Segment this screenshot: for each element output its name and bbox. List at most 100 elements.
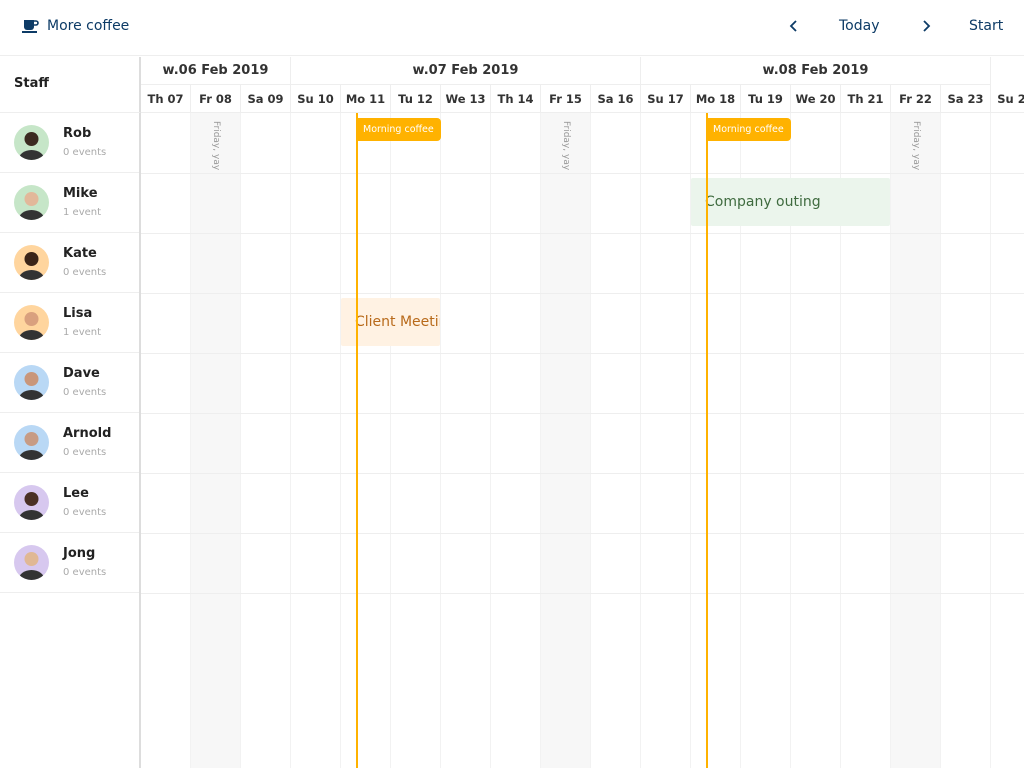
day-header: Mo 18 xyxy=(691,85,741,113)
day-header: We 20 xyxy=(791,85,841,113)
day-column[interactable] xyxy=(291,113,341,768)
day-header: Th 21 xyxy=(841,85,891,113)
row-divider xyxy=(141,593,1024,594)
row-divider xyxy=(141,293,1024,294)
day-column[interactable] xyxy=(491,113,541,768)
toolbar: More coffee Today Start xyxy=(0,0,1024,56)
staff-row[interactable]: Dave 0 events xyxy=(0,353,139,413)
row-divider xyxy=(141,413,1024,414)
start-button[interactable]: Start xyxy=(969,18,1004,34)
staff-event-count: 1 event xyxy=(63,207,102,218)
staff-name: Arnold xyxy=(63,426,112,441)
staff-row[interactable]: Mike 1 event xyxy=(0,173,139,233)
friday-label: Friday, yay xyxy=(211,121,221,171)
avatar xyxy=(14,185,49,220)
prev-button[interactable] xyxy=(789,18,799,38)
day-column[interactable] xyxy=(691,113,741,768)
event-morning-coffee[interactable]: Morning coffee xyxy=(357,118,441,141)
day-column[interactable] xyxy=(791,113,841,768)
day-column[interactable] xyxy=(741,113,791,768)
staff-row[interactable]: Arnold 0 events xyxy=(0,413,139,473)
staff-name: Lisa xyxy=(63,306,93,321)
staff-event-count: 0 events xyxy=(63,567,107,578)
staff-event-count: 0 events xyxy=(63,507,107,518)
staff-row[interactable]: Lee 0 events xyxy=(0,473,139,533)
staff-list: Rob 0 events Mike 1 event Kate 0 events … xyxy=(0,113,141,768)
day-header: Fr 08 xyxy=(191,85,241,113)
staff-row[interactable]: Lisa 1 event xyxy=(0,293,139,353)
day-header: Fr 15 xyxy=(541,85,591,113)
row-divider xyxy=(141,173,1024,174)
week-header: w.06 Feb 2019 xyxy=(141,57,291,85)
staff-row[interactable]: Jong 0 events xyxy=(0,533,139,593)
avatar xyxy=(14,425,49,460)
day-header: Sa 16 xyxy=(591,85,641,113)
week-header: w.07 Feb 2019 xyxy=(291,57,641,85)
day-header: Tu 12 xyxy=(391,85,441,113)
staff-event-count: 0 events xyxy=(63,447,107,458)
staff-row[interactable]: Kate 0 events xyxy=(0,233,139,293)
avatar xyxy=(14,245,49,280)
day-column[interactable] xyxy=(641,113,691,768)
staff-name: Kate xyxy=(63,246,97,261)
staff-name: Dave xyxy=(63,366,100,381)
day-header: Su 24 xyxy=(991,85,1024,113)
day-header: Sa 09 xyxy=(241,85,291,113)
avatar xyxy=(14,545,49,580)
friday-label: Friday, yay xyxy=(561,121,571,171)
recurring-event-line xyxy=(706,113,708,768)
avatar xyxy=(14,125,49,160)
event-company-outing[interactable]: Company outing xyxy=(691,178,890,226)
day-column[interactable] xyxy=(591,113,641,768)
staff-event-count: 1 event xyxy=(63,327,102,338)
row-divider xyxy=(141,353,1024,354)
friday-label: Friday, yay xyxy=(911,121,921,171)
staff-name: Mike xyxy=(63,186,98,201)
day-header: Su 17 xyxy=(641,85,691,113)
day-column[interactable] xyxy=(891,113,941,768)
avatar xyxy=(14,485,49,520)
day-column[interactable] xyxy=(141,113,191,768)
row-divider xyxy=(141,233,1024,234)
staff-event-count: 0 events xyxy=(63,387,107,398)
day-header: Th 07 xyxy=(141,85,191,113)
day-header: Fr 22 xyxy=(891,85,941,113)
next-button[interactable] xyxy=(921,18,931,38)
day-header: We 13 xyxy=(441,85,491,113)
brand-label: More coffee xyxy=(47,18,130,34)
chevron-right-icon xyxy=(923,20,931,32)
row-divider xyxy=(141,473,1024,474)
day-header: Tu 19 xyxy=(741,85,791,113)
day-column[interactable] xyxy=(341,113,391,768)
staff-column-header: Staff xyxy=(0,57,141,113)
day-header: Sa 23 xyxy=(941,85,991,113)
week-header: w.08 Feb 2019 xyxy=(641,57,991,85)
day-column[interactable] xyxy=(241,113,291,768)
avatar xyxy=(14,305,49,340)
row-divider xyxy=(141,533,1024,534)
day-column[interactable] xyxy=(191,113,241,768)
staff-name: Jong xyxy=(63,546,96,561)
chevron-left-icon xyxy=(789,20,797,32)
today-button[interactable]: Today xyxy=(839,18,880,34)
day-header: Th 14 xyxy=(491,85,541,113)
day-column[interactable] xyxy=(991,113,1024,768)
recurring-event-line xyxy=(356,113,358,768)
day-column[interactable] xyxy=(941,113,991,768)
staff-name: Lee xyxy=(63,486,89,501)
day-column[interactable] xyxy=(541,113,591,768)
staff-name: Rob xyxy=(63,126,92,141)
event-morning-coffee[interactable]: Morning coffee xyxy=(707,118,791,141)
coffee-cup-icon xyxy=(22,20,39,33)
day-column[interactable] xyxy=(441,113,491,768)
avatar xyxy=(14,365,49,400)
day-column[interactable] xyxy=(841,113,891,768)
day-header: Su 10 xyxy=(291,85,341,113)
staff-row[interactable]: Rob 0 events xyxy=(0,113,139,173)
staff-event-count: 0 events xyxy=(63,267,107,278)
timeline-grid[interactable]: w.06 Feb 2019 w.07 Feb 2019 w.08 Feb 2019 T… xyxy=(141,57,1024,768)
brand[interactable]: More coffee xyxy=(22,18,129,34)
day-header: Mo 11 xyxy=(341,85,391,113)
staff-event-count: 0 events xyxy=(63,147,107,158)
day-column[interactable] xyxy=(391,113,441,768)
